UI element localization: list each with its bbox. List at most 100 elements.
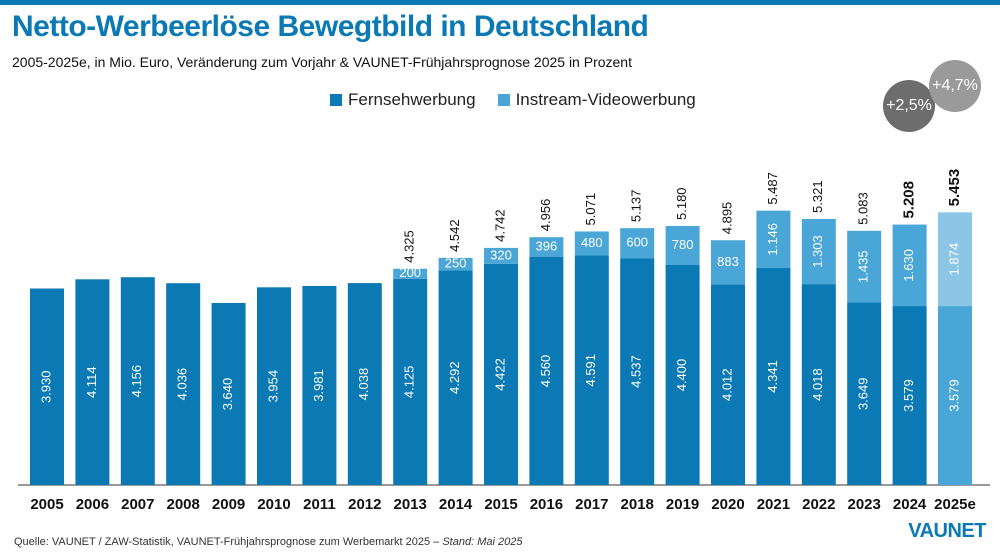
bar-tv-2009 — [211, 303, 246, 485]
legend: Fernsehwerbung Instream-Videowerbung — [330, 90, 696, 110]
bar-stream-2020 — [711, 240, 745, 285]
total-label-2025e: 5.453 — [946, 169, 963, 207]
total-label-2023: 5.083 — [856, 192, 871, 225]
legend-swatch-tv — [330, 94, 342, 106]
data-label-tv-2016: 4.560 — [538, 355, 553, 388]
data-label-tv-2015: 4.422 — [492, 358, 507, 391]
bar-tv-2024 — [892, 306, 927, 485]
x-tick-label-2012: 2012 — [348, 496, 381, 513]
bar-stream-2018 — [620, 228, 655, 259]
bar-tv-2014 — [438, 270, 473, 485]
bar-tv-2016 — [529, 257, 564, 485]
total-label-2020: 4.895 — [719, 202, 734, 235]
total-label-2014: 4.542 — [447, 219, 462, 252]
data-label-tv-2006: 4.114 — [84, 366, 99, 398]
top-accent-bar — [0, 0, 1000, 5]
bar-stream-2015 — [484, 247, 518, 264]
data-label-tv-2011: 3.981 — [311, 369, 326, 402]
bar-tv-2005 — [30, 288, 64, 485]
x-tick-label-2014: 2014 — [439, 496, 473, 513]
data-label-tv-2014: 4.292 — [447, 361, 462, 394]
x-tick-label-2023: 2023 — [848, 496, 881, 513]
bar-stream-2022 — [801, 218, 836, 285]
bar-tv-2007 — [120, 277, 155, 485]
data-label-stream-2024: 1.630 — [901, 249, 916, 282]
data-label-stream-2019: 780 — [672, 237, 694, 252]
chart-title: Netto-Werbeerlöse Bewegtbild in Deutschl… — [12, 10, 649, 43]
x-tick-label-2021: 2021 — [757, 496, 790, 513]
stacked-bar-chart: 3.930 2005 4.114 2006 4.156 2007 4.036 2008 3.64… — [18, 169, 990, 513]
bar-stream-2025e — [938, 212, 972, 307]
x-tick-label-2009: 2009 — [212, 496, 245, 513]
data-label-stream-2023: 1.435 — [856, 250, 871, 283]
data-label-stream-2025e: 1.874 — [946, 243, 961, 276]
bar-stream-2013 — [393, 268, 428, 279]
source-footer: Quelle: VAUNET / ZAW-Statistik, VAUNET-F… — [14, 536, 522, 548]
data-label-tv-2018: 4.537 — [629, 355, 644, 388]
data-label-stream-2020: 883 — [717, 254, 739, 269]
total-label-2016: 4.956 — [538, 199, 553, 232]
bar-tv-2022 — [801, 284, 836, 485]
bar-tv-2020 — [711, 284, 745, 485]
legend-label-stream: Instream-Videowerbung — [515, 90, 696, 109]
x-tick-label-2018: 2018 — [621, 496, 654, 513]
data-label-tv-2007: 4.156 — [129, 365, 144, 398]
data-label-tv-2017: 4.591 — [583, 354, 598, 387]
bar-tv-2023 — [847, 302, 882, 485]
data-label-tv-2020: 4.012 — [719, 368, 734, 401]
legend-item-stream: Instream-Videowerbung — [497, 90, 696, 110]
data-label-tv-2005: 3.930 — [38, 370, 53, 403]
bar-stream-2019 — [665, 226, 700, 265]
bar-tv-2008 — [166, 283, 201, 485]
x-tick-label-2016: 2016 — [530, 496, 563, 513]
legend-swatch-stream — [497, 94, 510, 106]
source-text: Quelle: VAUNET / ZAW-Statistik, VAUNET-F… — [14, 536, 443, 548]
total-label-2021: 5.487 — [765, 172, 780, 205]
total-label-2019: 5.180 — [674, 187, 689, 220]
data-label-tv-2012: 4.038 — [356, 368, 371, 401]
data-label-stream-2017: 480 — [581, 235, 603, 250]
data-label-stream-2015: 320 — [490, 247, 512, 262]
x-tick-label-2005: 2005 — [30, 496, 63, 513]
x-tick-label-2020: 2020 — [711, 496, 744, 513]
bar-stream-2021 — [756, 210, 791, 268]
bar-stream-2023 — [847, 230, 882, 303]
x-tick-label-2013: 2013 — [394, 496, 427, 513]
bar-tv-2025e — [938, 306, 972, 485]
x-tick-label-2019: 2019 — [666, 496, 699, 513]
legend-label-tv: Fernsehwerbung — [348, 90, 476, 109]
total-label-2018: 5.137 — [629, 190, 644, 223]
total-label-2015: 4.742 — [492, 209, 507, 242]
data-label-tv-2024: 3.579 — [901, 379, 916, 412]
bar-tv-2019 — [665, 265, 700, 485]
data-label-tv-2023: 3.649 — [856, 378, 871, 411]
x-tick-label-2011: 2011 — [303, 496, 336, 513]
growth-bubble-2024: +2,5% — [883, 80, 935, 132]
bar-tv-2012 — [347, 283, 382, 485]
chart-subtitle: 2005-2025e, in Mio. Euro, Veränderung zu… — [12, 54, 632, 70]
x-tick-label-2025e: 2025e — [934, 496, 976, 513]
x-tick-label-2024: 2024 — [893, 496, 927, 513]
bar-stream-2016 — [529, 237, 564, 257]
bar-stream-2017 — [574, 231, 609, 256]
data-label-stream-2016: 396 — [536, 239, 558, 254]
x-tick-label-2017: 2017 — [575, 496, 608, 513]
x-tick-label-2007: 2007 — [121, 496, 154, 513]
data-label-tv-2019: 4.400 — [674, 359, 689, 392]
bar-tv-2011 — [302, 285, 337, 485]
data-label-tv-2008: 4.036 — [175, 368, 190, 401]
bar-tv-2006 — [75, 279, 110, 485]
x-tick-label-2015: 2015 — [484, 496, 517, 513]
data-label-tv-2022: 4.018 — [810, 368, 825, 401]
x-tick-label-2006: 2006 — [76, 496, 109, 513]
total-label-2013: 4.325 — [402, 230, 417, 263]
x-tick-label-2022: 2022 — [802, 496, 835, 513]
bar-tv-2021 — [756, 267, 791, 485]
vaunet-logo: VAUNET — [908, 520, 986, 542]
data-label-stream-2021: 1.146 — [765, 223, 780, 256]
data-label-tv-2013: 4.125 — [402, 366, 417, 399]
data-label-stream-2013: 200 — [399, 265, 421, 280]
total-label-2024: 5.208 — [901, 181, 918, 219]
data-label-tv-2021: 4.341 — [765, 360, 780, 393]
bar-tv-2013 — [393, 278, 428, 485]
